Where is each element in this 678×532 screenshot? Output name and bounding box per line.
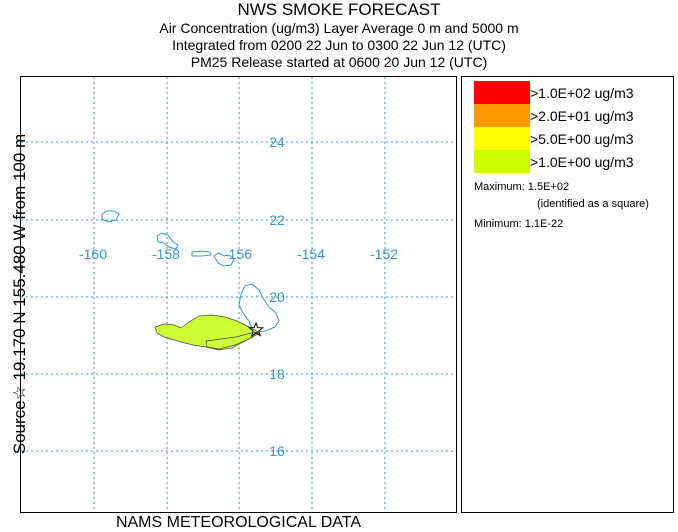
chart-title: NWS SMOKE FORECAST [237,0,441,19]
island-molokai [191,250,212,257]
source-star-icon [247,321,265,337]
lon-label-160: -160 [79,246,107,262]
island-hawaii [238,283,280,333]
legend-label-3: >5.0E+00 ug/m3 [530,131,634,147]
island-maui [213,252,235,267]
subtitle-line-1: Air Concentration (ug/m3) Layer Average … [159,20,519,36]
lon-label-156: -156 [224,246,252,262]
legend-label-4: >1.0E+00 ug/m3 [530,154,634,170]
plume-tail [205,331,260,350]
legend-panel: >1.0E+02 ug/m3 >2.0E+01 ug/m3 >5.0E+00 u… [461,76,674,513]
legend-swatch-4 [474,150,530,173]
map-canvas: -160 -158 -156 -154 -152 24 22 20 18 16 [21,77,456,512]
footer-data-source: NAMS METEOROLOGICAL DATA [115,514,362,531]
lat-label-20: 20 [269,289,285,305]
graticule [21,77,456,512]
island-niihau [101,210,120,223]
lat-label-16: 16 [269,443,285,459]
lat-label-18: 18 [269,366,285,382]
subtitle-line-3: PM25 Release started at 0600 20 Jun 12 (… [190,54,488,70]
island-oahu [156,232,179,250]
lat-label-24: 24 [269,134,285,150]
legend-maximum-note: (identified as a square) [537,198,649,210]
legend-minimum: Minimum: 1.1E-22 [474,218,564,230]
legend-swatch-3 [474,127,530,150]
lat-label-22: 22 [269,212,285,228]
subtitle-line-2: Integrated from 0200 22 Jun to 0300 22 J… [172,37,506,53]
lon-label-154: -154 [297,246,325,262]
map-panel: -160 -158 -156 -154 -152 24 22 20 18 16 [20,76,457,513]
legend-swatch-1 [474,81,530,104]
legend-swatch-2 [474,104,530,127]
legend-label-2: >2.0E+01 ug/m3 [530,108,634,124]
coastlines [101,210,280,333]
lon-label-158: -158 [152,246,180,262]
legend-maximum: Maximum: 1.5E+02 [474,181,570,193]
legend-label-1: >1.0E+02 ug/m3 [530,85,634,101]
lon-label-152: -152 [370,246,398,262]
smoke-plume [154,314,260,351]
